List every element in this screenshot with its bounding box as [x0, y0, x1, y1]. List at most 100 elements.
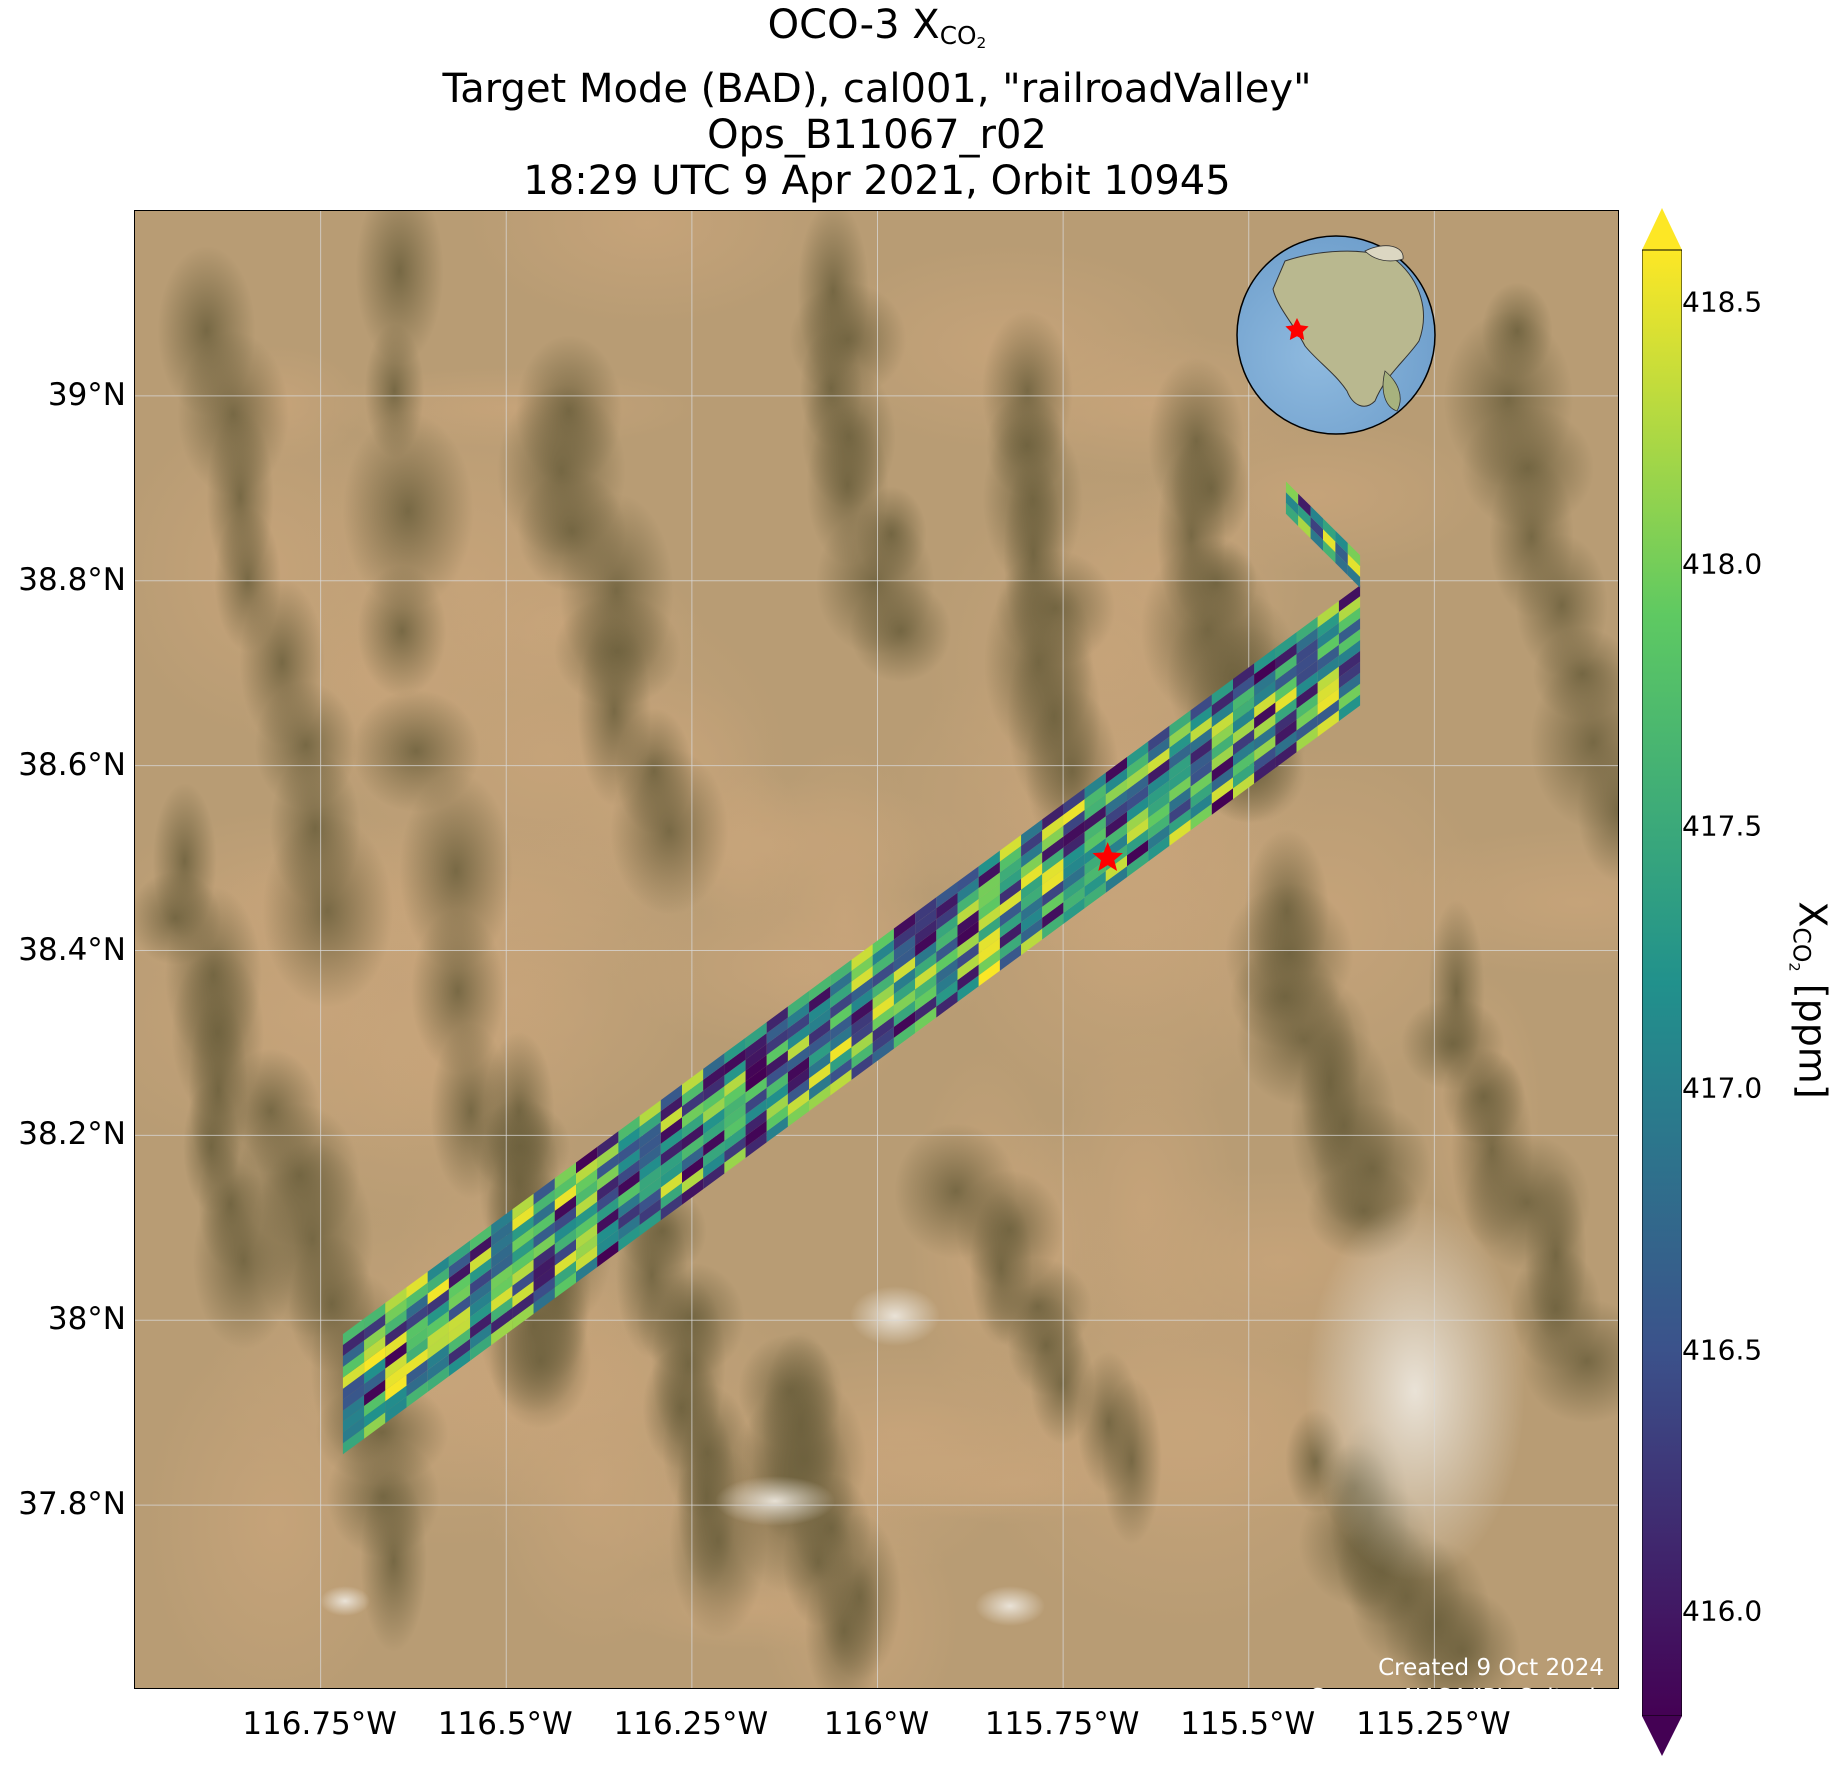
xco2-sounding-cell	[978, 905, 1000, 932]
xco2-sounding-cell	[1063, 831, 1085, 859]
xco2-sounding-cell	[385, 1331, 407, 1358]
xco2-sounding-cell	[787, 1089, 810, 1116]
xco2-sounding-cell	[639, 1176, 661, 1204]
xco2-sounding-cell	[766, 1017, 788, 1044]
xco2-sounding-cell	[703, 1129, 725, 1157]
xco2-sounding-cell	[1296, 627, 1318, 654]
xco2-sounding-cell	[364, 1346, 386, 1374]
xco2-sounding-cell	[639, 1198, 661, 1225]
xco2-sounding-cell	[1127, 806, 1149, 834]
xco2-sounding-cell	[787, 1001, 810, 1029]
xco2-sounding-cell	[597, 1131, 619, 1158]
lon-tick-label: 115.75°W	[984, 1706, 1140, 1742]
xco2-sounding-cell	[915, 995, 937, 1023]
colorbar-label: XCO2 [ppm]	[1786, 901, 1835, 1098]
xco2-sounding-cell	[1285, 492, 1299, 516]
xco2-sounding-cell	[533, 1265, 555, 1292]
title-xco2-prefix: OCO-3 X	[767, 2, 940, 48]
xco2-sounding-cell	[766, 1104, 788, 1132]
xco2-sounding-cell	[809, 986, 831, 1013]
xco2-sounding-cell	[1169, 797, 1191, 825]
xco2-sounding-cell	[1127, 763, 1149, 790]
xco2-sounding-cell	[576, 1179, 598, 1207]
xco2-sounding-cell	[406, 1359, 428, 1386]
xco2-sounding-cell	[427, 1332, 449, 1360]
xco2-sounding-cell	[1317, 655, 1339, 683]
xco2-sounding-cell	[1063, 810, 1085, 837]
xco2-sounding-cell	[1323, 529, 1336, 553]
xco2-sounding-cell	[364, 1324, 386, 1352]
xco2-sounding-cell	[893, 934, 916, 962]
xco2-sounding-cell	[1021, 863, 1043, 890]
xco2-sounding-cell	[999, 944, 1022, 971]
xco2-sounding-cell	[364, 1368, 386, 1395]
xco2-sounding-cell	[724, 1048, 746, 1076]
xco2-sounding-cell	[385, 1341, 407, 1369]
mountain-ridge	[804, 1551, 884, 1688]
xco2-sounding-cell	[1338, 618, 1361, 645]
xco2-sounding-cell	[1021, 852, 1043, 879]
xco2-sounding-cell	[1021, 895, 1043, 923]
xco2-sounding-cell	[1169, 710, 1191, 737]
map-canvas[interactable]	[135, 211, 1619, 1689]
xco2-sounding-cell	[660, 1182, 682, 1210]
xco2-sounding-cell	[385, 1363, 407, 1391]
xco2-sounding-cell	[491, 1274, 513, 1302]
xco2-sounding-cell	[1148, 736, 1170, 764]
xco2-sounding-cell	[1042, 847, 1064, 874]
xco2-sounding-cell	[809, 1073, 831, 1101]
xco2-sounding-cell	[1211, 700, 1233, 728]
xco2-sounding-cell	[745, 1098, 767, 1126]
mountain-ridge	[360, 1469, 428, 1653]
xco2-sounding-cell	[724, 1037, 746, 1065]
xco2-sounding-cell	[809, 1019, 831, 1046]
xco2-sounding-cell	[597, 1207, 619, 1235]
xco2-sounding-cell	[385, 1352, 407, 1380]
xco2-sounding-cell	[745, 1109, 767, 1137]
xco2-sounding-cell	[682, 1079, 704, 1107]
xco2-sounding-cell	[533, 1178, 555, 1205]
xco2-sounding-cell	[1233, 739, 1255, 767]
xco2-sounding-cell	[1275, 697, 1297, 725]
xco2-sounding-cell	[1275, 730, 1297, 757]
xco2-sounding-cell	[978, 894, 1000, 921]
xco2-sounding-cell	[342, 1340, 365, 1367]
xco2-sounding-cell	[830, 970, 852, 998]
xco2-sounding-cell	[364, 1302, 386, 1330]
map-panel[interactable]	[134, 210, 1619, 1689]
xco2-sounding-cell	[787, 1056, 810, 1083]
xco2-sounding-cell	[1084, 838, 1106, 865]
xco2-sounding-cell	[554, 1195, 576, 1222]
xco2-sounding-cell	[639, 1111, 661, 1138]
xco2-sounding-cell	[915, 941, 937, 968]
xco2-sounding-cell	[872, 1037, 894, 1065]
xco2-sounding-cell	[406, 1337, 428, 1364]
xco2-sounding-cell	[1296, 725, 1318, 753]
xco2-sounding-cell	[406, 1370, 428, 1397]
xco2-sounding-cell	[957, 975, 979, 1002]
xco2-sounding-cell	[830, 1058, 852, 1085]
xco2-swath[interactable]	[342, 481, 1361, 1455]
xco2-sounding-cell	[936, 903, 958, 931]
xco2-sounding-cell	[851, 944, 873, 971]
xco2-sounding-cell	[936, 980, 958, 1007]
xco2-sounding-cell	[470, 1290, 492, 1317]
xco2-sounding-cell	[512, 1303, 534, 1330]
xco2-sounding-cell	[660, 1193, 682, 1221]
lat-tick-label: 38.2°N	[18, 1116, 126, 1153]
xco2-sounding-cell	[1169, 775, 1191, 803]
xco2-sounding-cell	[893, 1022, 916, 1049]
xco2-sounding-cell	[1211, 679, 1233, 706]
xco2-sounding-cell	[724, 1103, 746, 1130]
xco2-sounding-cell	[1021, 928, 1043, 956]
xco2-sounding-cell	[448, 1262, 471, 1289]
xco2-sounding-cell	[893, 1000, 916, 1027]
xco2-sounding-cell	[1169, 753, 1191, 781]
xco2-sounding-cell	[533, 1189, 555, 1216]
xco2-sounding-cell	[766, 1006, 788, 1034]
dry-lakebed	[1305, 1201, 1525, 1581]
xco2-sounding-cell	[512, 1215, 534, 1243]
xco2-sounding-cell	[554, 1162, 576, 1190]
mountain-ridge	[1522, 1298, 1618, 1424]
xco2-sounding-cell	[512, 1204, 534, 1232]
